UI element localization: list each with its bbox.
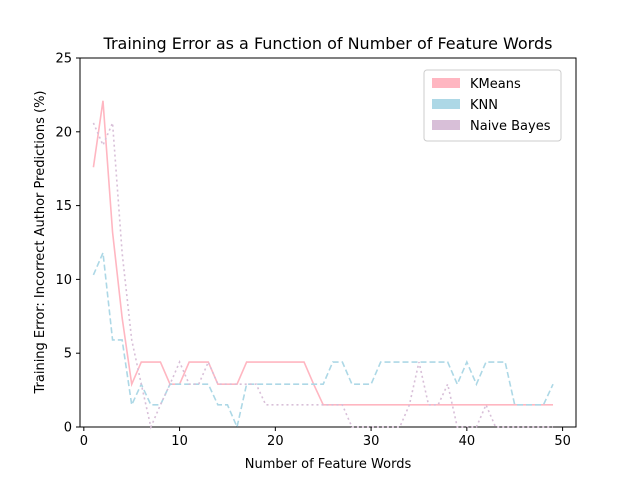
x-tick-label: 10 bbox=[171, 434, 188, 449]
y-tick-label: 0 bbox=[64, 421, 72, 436]
y-tick-label: 5 bbox=[64, 347, 72, 362]
y-tick-label: 15 bbox=[55, 199, 72, 214]
legend-swatch bbox=[432, 78, 460, 88]
legend: KMeans KNN Naive Bayes bbox=[423, 69, 562, 142]
plot-frame bbox=[79, 57, 577, 428]
legend-label: KNN bbox=[470, 98, 498, 113]
series-line-naive-bayes bbox=[92, 122, 554, 430]
ticks-layer: 0 10 20 30 40 50 0 5 10 15 20 25 bbox=[55, 52, 570, 450]
legend-swatch bbox=[432, 120, 460, 130]
series-layer bbox=[92, 100, 554, 430]
series-line-knn bbox=[92, 249, 554, 430]
series-line-kmeans bbox=[92, 100, 554, 406]
chart-title: Training Error as a Function of Number o… bbox=[103, 34, 553, 53]
legend-label: KMeans bbox=[470, 77, 521, 92]
y-axis-label: Training Error: Incorrect Author Predict… bbox=[33, 90, 48, 394]
x-tick-label: 40 bbox=[459, 434, 476, 449]
y-tick-label: 20 bbox=[55, 125, 72, 140]
x-tick-label: 50 bbox=[554, 434, 571, 449]
legend-label: Naive Bayes bbox=[470, 119, 551, 134]
y-tick-label: 25 bbox=[55, 52, 72, 67]
x-tick-label: 20 bbox=[267, 434, 284, 449]
y-tick-label: 10 bbox=[55, 273, 72, 288]
x-tick-label: 30 bbox=[363, 434, 380, 449]
x-tick-label: 0 bbox=[80, 434, 88, 449]
legend-swatch bbox=[432, 99, 460, 109]
x-axis-label: Number of Feature Words bbox=[245, 457, 412, 472]
